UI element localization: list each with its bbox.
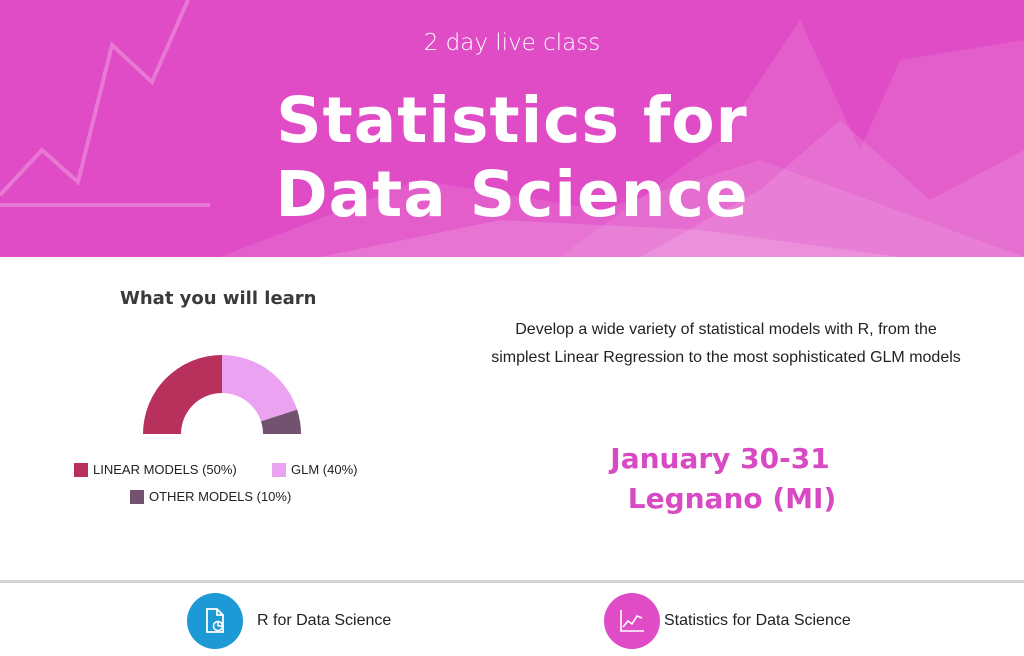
page-title: Statistics for Data Science [0,84,1024,232]
hero-subtitle: 2 day live class [423,30,601,56]
legend-item-glm: GLM (40%) [272,462,357,477]
donut-slice-other-models [260,409,301,434]
course-description-line-2: simplest Linear Regression to the most s… [491,349,961,366]
event-location: Legnano (MI) [627,482,837,515]
footer-link-label-stats[interactable]: Statistics for Data Science [664,612,851,629]
legend-swatch-glm [272,462,286,477]
hero-banner: 2 day live class Statistics for Data Sci… [0,0,1024,257]
legend-label-linear-models: LINEAR MODELS (50%) [93,462,237,477]
event-dates: January 30-31 [610,442,830,475]
course-description-line-1: Develop a wide variety of statistical mo… [515,321,937,338]
half-donut-chart [143,355,301,434]
course-description: Develop a wide variety of statistical mo… [446,316,1006,372]
footer-link-statistics-for-data-science[interactable]: Statistics for Data Science [604,593,851,649]
legend-label-glm: GLM (40%) [291,462,358,477]
hero-background-graphic [0,0,1024,257]
footer-divider [0,580,1024,583]
footer-link-label-r[interactable]: R for Data Science [257,612,392,629]
footer-icon-circle-stats[interactable] [604,593,660,649]
legend-item-other-models: OTHER MODELS (10%) [130,489,291,504]
donut-slice-linear-models [143,355,222,434]
legend-label-other-models: OTHER MODELS (10%) [149,489,292,504]
donut-slice-glm [222,355,298,422]
footer-icon-circle-r[interactable] [187,593,243,649]
legend-swatch-linear-models [74,462,88,477]
legend-swatch-other-models [130,489,144,504]
learn-heading: What you will learn [120,288,317,309]
footer-link-r-for-data-science[interactable]: R for Data Science [187,593,391,649]
page-title-line-1: Statistics for [276,84,748,157]
line-chart-icon [620,610,644,632]
legend-item-linear-models: LINEAR MODELS (50%) [74,462,237,477]
page-title-line-2: Data Science [275,158,749,231]
document-chart-icon [206,608,224,633]
